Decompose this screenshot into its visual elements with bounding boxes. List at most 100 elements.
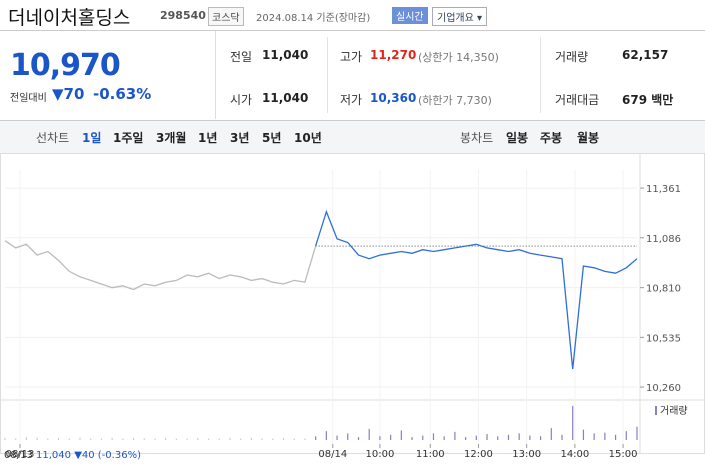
volume-bar bbox=[282, 437, 285, 440]
volume-bar bbox=[379, 436, 381, 440]
volume-bar bbox=[15, 438, 17, 440]
volume-bar bbox=[90, 438, 92, 440]
volume-bar bbox=[315, 436, 317, 440]
footer: 08/13 11,040 ▼40 (-0.36%) bbox=[4, 450, 141, 461]
volume-bar bbox=[197, 437, 199, 440]
period-tab[interactable]: 5년 bbox=[262, 131, 282, 145]
volume-bar bbox=[165, 437, 167, 440]
footer-price: 11,040 bbox=[36, 450, 71, 461]
y-tick-label: 11,086 bbox=[646, 234, 681, 245]
company-info-text: 기업개요 bbox=[437, 13, 474, 24]
volume-bar bbox=[47, 438, 49, 440]
volume-bar bbox=[122, 438, 124, 440]
volume-bar bbox=[336, 435, 338, 440]
volume-bar bbox=[175, 438, 177, 440]
period-tab[interactable]: 3년 bbox=[230, 131, 250, 145]
volume-bar bbox=[304, 438, 306, 440]
period-tab[interactable]: 1년 bbox=[198, 131, 218, 145]
volume-bar bbox=[486, 434, 488, 440]
volume-legend-swatch bbox=[655, 406, 657, 415]
chart: 11,361 11,086 10,810 10,535 10,260 08/13 08/14… bbox=[0, 153, 705, 461]
period-tab[interactable]: 1일 bbox=[82, 131, 102, 145]
volume-label: 거래량 bbox=[660, 405, 688, 417]
tab-group-label: 선차트 bbox=[36, 131, 70, 145]
change: ▼70 bbox=[52, 85, 85, 103]
volume-bar bbox=[347, 433, 349, 440]
volume-bar bbox=[572, 405, 574, 440]
volume-bar bbox=[186, 438, 188, 440]
stat-value: 679 백만 bbox=[622, 93, 674, 107]
volume-bar bbox=[582, 429, 585, 440]
x-tick-label: 11:00 bbox=[416, 449, 445, 460]
volume-bar bbox=[100, 438, 103, 440]
period-tab[interactable]: 1주일 bbox=[113, 131, 144, 145]
volume-bar bbox=[454, 431, 456, 440]
period-tab[interactable]: 10년 bbox=[294, 131, 322, 145]
x-tick-label: 08/14 bbox=[318, 449, 347, 460]
volume-bar bbox=[57, 437, 60, 440]
stat-value: 62,157 bbox=[622, 48, 669, 62]
stat-value: 11,040 bbox=[262, 91, 309, 105]
volume-bar bbox=[390, 434, 392, 440]
current-price: 10,970 bbox=[10, 48, 121, 83]
stat-label: 전일 bbox=[230, 50, 253, 64]
candle-tab[interactable]: 월봉 bbox=[577, 131, 600, 145]
footer-change: ▼40 (-0.36%) bbox=[74, 450, 141, 461]
volume-bar bbox=[357, 437, 360, 440]
stat-label: 고가 bbox=[340, 50, 363, 64]
period-tab[interactable]: 3개월 bbox=[156, 131, 187, 145]
volume-bar bbox=[507, 434, 510, 440]
volume-bar bbox=[593, 433, 595, 440]
volume-bar bbox=[293, 438, 295, 440]
stock-name: 더네이처홀딩스 bbox=[8, 7, 131, 29]
stat-label: 저가 bbox=[340, 93, 363, 107]
volume-bar bbox=[229, 437, 231, 440]
separator bbox=[327, 37, 328, 113]
volume-bar bbox=[325, 431, 327, 440]
candle-tab[interactable]: 주봉 bbox=[540, 131, 563, 145]
price-line bbox=[314, 209, 638, 370]
volume-bar bbox=[143, 438, 145, 440]
volume-bar bbox=[272, 438, 274, 440]
stat-label: 거래대금 bbox=[555, 93, 600, 107]
y-tick-label: 10,535 bbox=[646, 333, 681, 344]
volume-bar bbox=[443, 436, 445, 440]
stat-value: 11,270 bbox=[370, 48, 417, 62]
x-tick-label: 08/13 bbox=[6, 449, 35, 460]
change-label: 전일대비 bbox=[10, 93, 47, 104]
stock-code: 298540 bbox=[160, 9, 206, 22]
y-tick-label: 10,260 bbox=[646, 383, 681, 394]
footer-date: 08/13 bbox=[4, 450, 33, 461]
realtime-button[interactable]: 실시간 bbox=[392, 7, 428, 24]
change-pct: -0.63% bbox=[93, 85, 152, 103]
x-tick-label: 10:00 bbox=[366, 449, 395, 460]
volume-bar bbox=[561, 434, 563, 440]
volume-bar bbox=[261, 438, 263, 440]
volume-bar bbox=[529, 435, 531, 440]
y-tick-label: 10,810 bbox=[646, 284, 681, 295]
x-tick-label: 14:00 bbox=[560, 449, 589, 460]
volume-bar bbox=[604, 432, 606, 440]
volume-bar bbox=[36, 437, 38, 440]
volume-bar bbox=[207, 438, 210, 440]
y-tick-label: 11,361 bbox=[646, 184, 681, 195]
date: 2024.08.14 기준(장마감) bbox=[256, 13, 371, 24]
volume-bar bbox=[250, 437, 252, 440]
top-bar bbox=[0, 0, 705, 31]
volume-bar bbox=[432, 433, 435, 440]
volume-bar bbox=[625, 431, 627, 440]
volume-bar bbox=[422, 435, 424, 440]
company-info-button[interactable]: 기업개요 ▾ bbox=[432, 7, 488, 26]
stat-value: 10,360 bbox=[370, 91, 417, 105]
volume-bar bbox=[550, 428, 552, 440]
x-tick-label: 13:00 bbox=[512, 449, 541, 460]
volume-bar bbox=[132, 437, 135, 440]
stat-note: (상한가 14,350) bbox=[418, 51, 499, 64]
volume-bar bbox=[411, 437, 413, 440]
volume-bar bbox=[154, 438, 156, 440]
volume-bar bbox=[539, 436, 542, 440]
candle-tab[interactable]: 일봉 bbox=[506, 131, 529, 145]
price-box bbox=[0, 31, 216, 119]
